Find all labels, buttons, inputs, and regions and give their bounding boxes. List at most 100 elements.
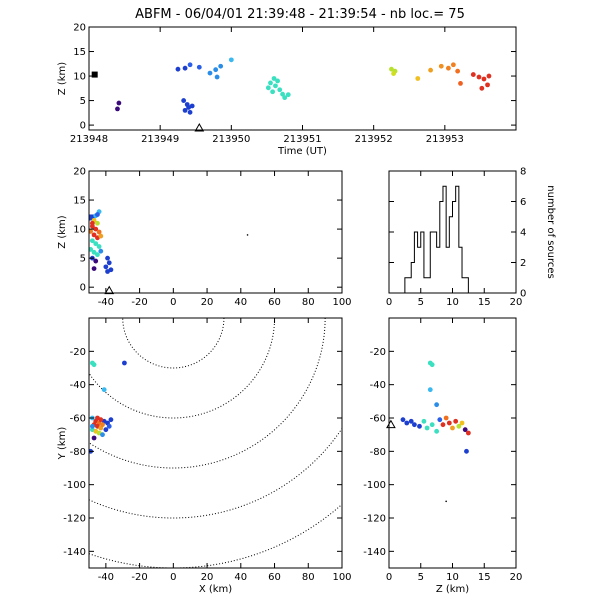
plot-frame <box>88 170 343 294</box>
data-point-11 <box>89 238 95 244</box>
y-tick-label-4: 20 <box>73 23 86 34</box>
x-tick-label-4: 213952 <box>355 134 393 145</box>
data-point-6 <box>196 64 202 70</box>
range-ring-0 <box>122 318 225 369</box>
data-point-14 <box>213 67 219 73</box>
x-tick-label-3: 20 <box>201 297 214 308</box>
panel-xz: -40 -20 0 20 40 60 80 100 0 5 10 15 20 Z (km) <box>57 167 352 309</box>
y-tick-label-4: 20 <box>73 167 86 178</box>
y-tick-label-2: -100 <box>363 480 386 491</box>
x-tick-label-5: 60 <box>268 572 281 583</box>
x-tick-label-2: 213950 <box>212 134 250 145</box>
data-point-30 <box>391 71 396 76</box>
data-point-21 <box>462 427 468 433</box>
x-tick-label-4: 40 <box>234 297 247 308</box>
data-point-1 <box>429 362 435 368</box>
data-point-40 <box>481 76 487 82</box>
data-point-38 <box>470 72 476 77</box>
data-point-23 <box>103 264 109 270</box>
y-axis-label: Z (km) <box>57 62 68 95</box>
data-point-36 <box>455 68 461 74</box>
x-tick-label-3: 213951 <box>283 134 321 145</box>
data-point-13 <box>207 70 213 76</box>
data-point-18 <box>100 432 105 438</box>
data-point-22 <box>277 87 283 93</box>
panel-time: 213948 213949 213950 213951 213952 213953 0 5 10… <box>57 23 517 157</box>
x-tick-label-0: 0 <box>386 572 392 583</box>
data-point-42 <box>479 85 485 91</box>
data-point-1 <box>116 100 122 106</box>
y-tick-label-2: 10 <box>73 225 86 236</box>
y-tick-label-5: -40 <box>70 380 86 391</box>
y-tick-label-3: -80 <box>70 447 86 458</box>
panel-xy: -40 -20 0 20 40 60 80 100 -140 -120 -100 -80 -60 -40 -… <box>57 317 352 595</box>
y-tick-label-3: 15 <box>73 47 86 58</box>
data-point-31 <box>415 76 421 81</box>
data-point-16 <box>106 423 112 429</box>
y-tick-label-3: 6 <box>520 197 526 208</box>
x-tick-label-7: 100 <box>332 297 351 308</box>
data-point-3 <box>101 387 107 393</box>
data-point-14 <box>89 247 94 252</box>
x-tick-label-6: 80 <box>302 297 315 308</box>
data-point-12 <box>189 103 195 109</box>
data-point-5 <box>404 420 410 426</box>
data-point-3 <box>175 66 181 72</box>
data-point-20 <box>459 420 465 426</box>
x-axis-label: X (km) <box>199 584 232 595</box>
data-point-26 <box>89 220 95 226</box>
x-tick-label-0: 0 <box>386 297 392 308</box>
x-tick-label-0: 213948 <box>70 134 108 145</box>
x-tick-label-1: -20 <box>131 297 147 308</box>
data-point-22 <box>106 260 112 266</box>
data-point-14 <box>440 422 446 428</box>
data-point-24 <box>100 422 105 428</box>
data-point-24 <box>445 500 447 503</box>
data-point-15 <box>443 415 449 421</box>
data-point-28 <box>95 212 100 217</box>
x-tick-label-1: 213949 <box>141 134 179 145</box>
x-tick-label-2: 10 <box>446 572 459 583</box>
y-tick-label-1: 5 <box>80 96 86 107</box>
y-tick-label-2: 10 <box>73 72 86 83</box>
data-point-16 <box>446 420 452 426</box>
data-point-9 <box>421 418 427 424</box>
x-tick-label-5: 213953 <box>426 134 464 145</box>
x-tick-label-5: 60 <box>268 297 281 308</box>
data-point-2 <box>115 106 120 112</box>
data-point-25 <box>105 269 110 274</box>
data-point-26 <box>275 78 280 84</box>
data-point-0 <box>91 71 98 78</box>
data-point-17 <box>450 425 455 431</box>
data-point-12 <box>434 428 440 434</box>
data-point-28 <box>389 66 394 72</box>
y-tick-label-3: -80 <box>370 447 386 458</box>
y-tick-label-1: -120 <box>63 514 86 525</box>
x-tick-label-1: -20 <box>131 572 147 583</box>
data-point-23 <box>270 89 276 95</box>
data-point-17 <box>228 57 234 63</box>
data-point-20 <box>273 83 278 89</box>
data-point-21 <box>105 255 110 261</box>
x-tick-label-1: 5 <box>418 297 424 308</box>
data-point-4 <box>182 65 188 71</box>
data-point-7 <box>96 229 102 235</box>
data-point-8 <box>417 423 422 429</box>
y-tick-label-0: -140 <box>363 547 386 558</box>
data-point-19 <box>91 435 97 441</box>
y-tick-label-0: 0 <box>80 283 86 294</box>
x-tick-label-3: 15 <box>478 572 491 583</box>
data-point-5 <box>187 62 193 68</box>
y-tick-label-3: 15 <box>73 196 86 207</box>
data-point-17 <box>98 248 104 254</box>
data-point-25 <box>282 95 288 101</box>
data-point-41 <box>485 82 490 88</box>
plot-frame <box>88 317 343 569</box>
data-point-22 <box>465 430 471 436</box>
x-axis-label: Z (km) <box>436 584 469 595</box>
data-point-0 <box>89 214 96 221</box>
data-point-11 <box>429 422 435 428</box>
data-point-18 <box>271 76 277 81</box>
